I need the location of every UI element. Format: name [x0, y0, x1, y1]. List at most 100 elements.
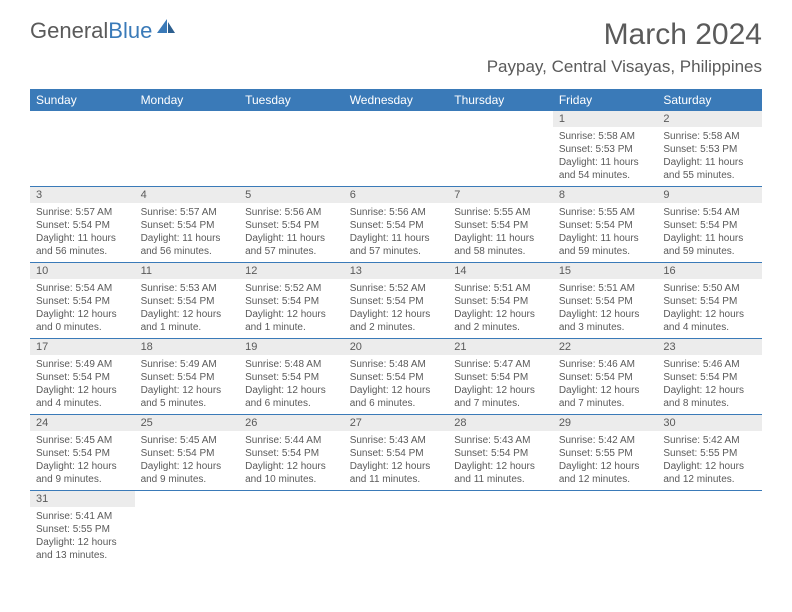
day-number: 18	[135, 339, 240, 355]
sunset-text: Sunset: 5:54 PM	[559, 219, 652, 232]
day-details: Sunrise: 5:48 AMSunset: 5:54 PMDaylight:…	[239, 355, 344, 414]
sunset-text: Sunset: 5:54 PM	[36, 219, 129, 232]
daylight-text: Daylight: 12 hours and 11 minutes.	[350, 460, 443, 486]
day-details: Sunrise: 5:58 AMSunset: 5:53 PMDaylight:…	[657, 127, 762, 186]
calendar-cell: 26Sunrise: 5:44 AMSunset: 5:54 PMDayligh…	[239, 415, 344, 491]
day-details: Sunrise: 5:46 AMSunset: 5:54 PMDaylight:…	[553, 355, 658, 414]
sunrise-text: Sunrise: 5:58 AM	[663, 130, 756, 143]
daylight-text: Daylight: 12 hours and 4 minutes.	[663, 308, 756, 334]
calendar-cell: 9Sunrise: 5:54 AMSunset: 5:54 PMDaylight…	[657, 187, 762, 263]
weekday-header: Thursday	[448, 89, 553, 111]
daylight-text: Daylight: 12 hours and 10 minutes.	[245, 460, 338, 486]
day-details: Sunrise: 5:54 AMSunset: 5:54 PMDaylight:…	[657, 203, 762, 262]
sunset-text: Sunset: 5:55 PM	[663, 447, 756, 460]
daylight-text: Daylight: 12 hours and 7 minutes.	[454, 384, 547, 410]
daylight-text: Daylight: 12 hours and 9 minutes.	[141, 460, 234, 486]
sunset-text: Sunset: 5:54 PM	[36, 295, 129, 308]
logo-text-general: General	[30, 18, 108, 44]
calendar-cell: 8Sunrise: 5:55 AMSunset: 5:54 PMDaylight…	[553, 187, 658, 263]
sunrise-text: Sunrise: 5:48 AM	[245, 358, 338, 371]
calendar-cell: 10Sunrise: 5:54 AMSunset: 5:54 PMDayligh…	[30, 263, 135, 339]
sunset-text: Sunset: 5:54 PM	[141, 295, 234, 308]
calendar-week-row: 3Sunrise: 5:57 AMSunset: 5:54 PMDaylight…	[30, 187, 762, 263]
daylight-text: Daylight: 12 hours and 8 minutes.	[663, 384, 756, 410]
sunrise-text: Sunrise: 5:56 AM	[350, 206, 443, 219]
daylight-text: Daylight: 12 hours and 1 minute.	[141, 308, 234, 334]
day-details: Sunrise: 5:46 AMSunset: 5:54 PMDaylight:…	[657, 355, 762, 414]
sunrise-text: Sunrise: 5:51 AM	[454, 282, 547, 295]
calendar-cell: 6Sunrise: 5:56 AMSunset: 5:54 PMDaylight…	[344, 187, 449, 263]
day-number: 14	[448, 263, 553, 279]
day-number: 17	[30, 339, 135, 355]
day-details: Sunrise: 5:53 AMSunset: 5:54 PMDaylight:…	[135, 279, 240, 338]
sunset-text: Sunset: 5:54 PM	[245, 219, 338, 232]
day-number: 15	[553, 263, 658, 279]
calendar-cell: 31Sunrise: 5:41 AMSunset: 5:55 PMDayligh…	[30, 491, 135, 567]
day-number: 1	[553, 111, 658, 127]
weekday-header: Sunday	[30, 89, 135, 111]
sunrise-text: Sunrise: 5:52 AM	[350, 282, 443, 295]
sunset-text: Sunset: 5:54 PM	[141, 219, 234, 232]
daylight-text: Daylight: 12 hours and 12 minutes.	[663, 460, 756, 486]
daylight-text: Daylight: 12 hours and 4 minutes.	[36, 384, 129, 410]
sunset-text: Sunset: 5:54 PM	[663, 371, 756, 384]
day-details: Sunrise: 5:42 AMSunset: 5:55 PMDaylight:…	[553, 431, 658, 490]
sunrise-text: Sunrise: 5:45 AM	[36, 434, 129, 447]
sunrise-text: Sunrise: 5:49 AM	[36, 358, 129, 371]
sunset-text: Sunset: 5:55 PM	[36, 523, 129, 536]
day-details: Sunrise: 5:43 AMSunset: 5:54 PMDaylight:…	[344, 431, 449, 490]
day-number: 2	[657, 111, 762, 127]
calendar-cell	[448, 111, 553, 187]
calendar-cell: 16Sunrise: 5:50 AMSunset: 5:54 PMDayligh…	[657, 263, 762, 339]
day-details: Sunrise: 5:57 AMSunset: 5:54 PMDaylight:…	[30, 203, 135, 262]
calendar-cell: 4Sunrise: 5:57 AMSunset: 5:54 PMDaylight…	[135, 187, 240, 263]
day-details: Sunrise: 5:55 AMSunset: 5:54 PMDaylight:…	[448, 203, 553, 262]
day-details: Sunrise: 5:50 AMSunset: 5:54 PMDaylight:…	[657, 279, 762, 338]
daylight-text: Daylight: 12 hours and 11 minutes.	[454, 460, 547, 486]
sunrise-text: Sunrise: 5:55 AM	[559, 206, 652, 219]
daylight-text: Daylight: 12 hours and 9 minutes.	[36, 460, 129, 486]
sunrise-text: Sunrise: 5:42 AM	[559, 434, 652, 447]
calendar-cell: 1Sunrise: 5:58 AMSunset: 5:53 PMDaylight…	[553, 111, 658, 187]
calendar-table: Sunday Monday Tuesday Wednesday Thursday…	[30, 89, 762, 566]
day-number: 22	[553, 339, 658, 355]
weekday-header: Monday	[135, 89, 240, 111]
calendar-cell	[135, 111, 240, 187]
day-number: 30	[657, 415, 762, 431]
day-number: 28	[448, 415, 553, 431]
day-number: 24	[30, 415, 135, 431]
sunrise-text: Sunrise: 5:53 AM	[141, 282, 234, 295]
weekday-header: Friday	[553, 89, 658, 111]
sunset-text: Sunset: 5:54 PM	[141, 371, 234, 384]
daylight-text: Daylight: 11 hours and 59 minutes.	[663, 232, 756, 258]
sunset-text: Sunset: 5:54 PM	[454, 371, 547, 384]
day-number: 9	[657, 187, 762, 203]
sunrise-text: Sunrise: 5:47 AM	[454, 358, 547, 371]
sunrise-text: Sunrise: 5:55 AM	[454, 206, 547, 219]
sunset-text: Sunset: 5:54 PM	[663, 219, 756, 232]
day-number: 21	[448, 339, 553, 355]
day-details: Sunrise: 5:44 AMSunset: 5:54 PMDaylight:…	[239, 431, 344, 490]
sunrise-text: Sunrise: 5:49 AM	[141, 358, 234, 371]
calendar-week-row: 31Sunrise: 5:41 AMSunset: 5:55 PMDayligh…	[30, 491, 762, 567]
day-details: Sunrise: 5:51 AMSunset: 5:54 PMDaylight:…	[448, 279, 553, 338]
day-details: Sunrise: 5:54 AMSunset: 5:54 PMDaylight:…	[30, 279, 135, 338]
sunrise-text: Sunrise: 5:45 AM	[141, 434, 234, 447]
day-number: 20	[344, 339, 449, 355]
daylight-text: Daylight: 11 hours and 59 minutes.	[559, 232, 652, 258]
weekday-header: Tuesday	[239, 89, 344, 111]
sunset-text: Sunset: 5:54 PM	[454, 219, 547, 232]
sunrise-text: Sunrise: 5:54 AM	[36, 282, 129, 295]
sunrise-text: Sunrise: 5:58 AM	[559, 130, 652, 143]
daylight-text: Daylight: 12 hours and 2 minutes.	[350, 308, 443, 334]
sunrise-text: Sunrise: 5:48 AM	[350, 358, 443, 371]
daylight-text: Daylight: 12 hours and 13 minutes.	[36, 536, 129, 562]
calendar-cell: 23Sunrise: 5:46 AMSunset: 5:54 PMDayligh…	[657, 339, 762, 415]
calendar-cell: 27Sunrise: 5:43 AMSunset: 5:54 PMDayligh…	[344, 415, 449, 491]
calendar-cell: 11Sunrise: 5:53 AMSunset: 5:54 PMDayligh…	[135, 263, 240, 339]
sunset-text: Sunset: 5:53 PM	[663, 143, 756, 156]
calendar-week-row: 17Sunrise: 5:49 AMSunset: 5:54 PMDayligh…	[30, 339, 762, 415]
calendar-cell: 29Sunrise: 5:42 AMSunset: 5:55 PMDayligh…	[553, 415, 658, 491]
daylight-text: Daylight: 11 hours and 54 minutes.	[559, 156, 652, 182]
calendar-cell: 22Sunrise: 5:46 AMSunset: 5:54 PMDayligh…	[553, 339, 658, 415]
